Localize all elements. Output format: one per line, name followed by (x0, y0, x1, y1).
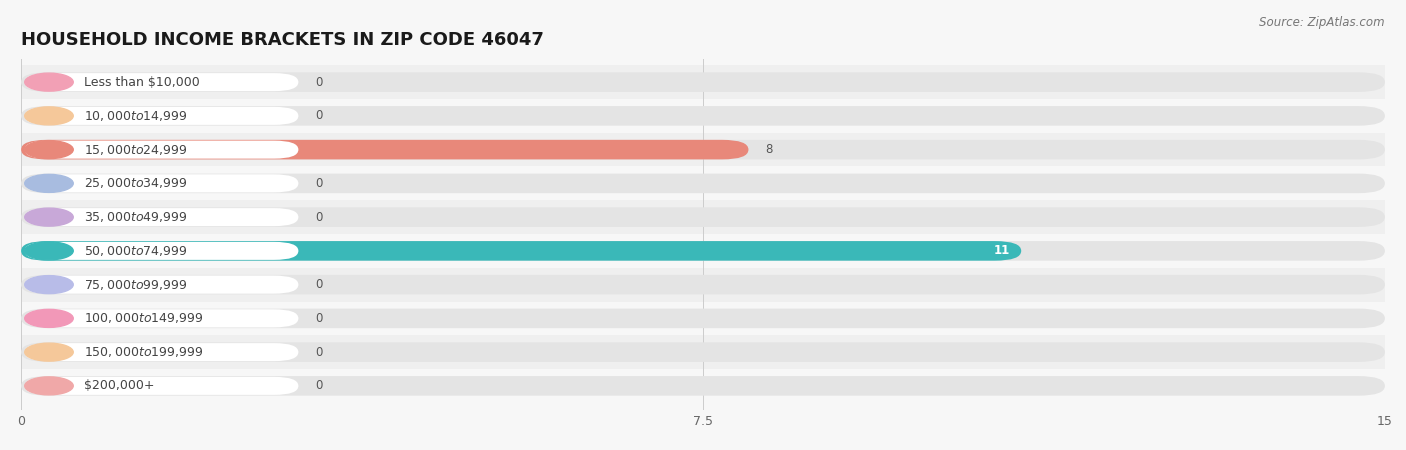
Circle shape (25, 208, 73, 226)
Text: $50,000 to $74,999: $50,000 to $74,999 (84, 244, 187, 258)
Text: 0: 0 (315, 379, 322, 392)
FancyBboxPatch shape (21, 166, 1385, 200)
FancyBboxPatch shape (25, 208, 298, 226)
Text: $25,000 to $34,999: $25,000 to $34,999 (84, 176, 187, 190)
Text: $200,000+: $200,000+ (84, 379, 155, 392)
FancyBboxPatch shape (21, 140, 748, 159)
Circle shape (25, 275, 73, 294)
Circle shape (25, 309, 73, 328)
Text: $15,000 to $24,999: $15,000 to $24,999 (84, 143, 187, 157)
FancyBboxPatch shape (25, 377, 298, 395)
Text: 11: 11 (994, 244, 1011, 257)
Text: $150,000 to $199,999: $150,000 to $199,999 (84, 345, 204, 359)
FancyBboxPatch shape (21, 268, 1385, 302)
FancyBboxPatch shape (21, 335, 1385, 369)
FancyBboxPatch shape (25, 309, 298, 328)
FancyBboxPatch shape (25, 343, 298, 361)
FancyBboxPatch shape (21, 241, 1385, 261)
Text: Less than $10,000: Less than $10,000 (84, 76, 200, 89)
FancyBboxPatch shape (21, 241, 1021, 261)
FancyBboxPatch shape (21, 302, 1385, 335)
FancyBboxPatch shape (25, 107, 298, 125)
FancyBboxPatch shape (21, 275, 1385, 294)
Circle shape (25, 107, 73, 125)
FancyBboxPatch shape (21, 174, 1385, 193)
FancyBboxPatch shape (21, 369, 1385, 403)
Text: $100,000 to $149,999: $100,000 to $149,999 (84, 311, 204, 325)
FancyBboxPatch shape (21, 207, 1385, 227)
FancyBboxPatch shape (25, 140, 298, 159)
FancyBboxPatch shape (21, 140, 1385, 159)
Text: 0: 0 (315, 278, 322, 291)
FancyBboxPatch shape (21, 342, 1385, 362)
FancyBboxPatch shape (21, 65, 1385, 99)
Text: $35,000 to $49,999: $35,000 to $49,999 (84, 210, 187, 224)
FancyBboxPatch shape (21, 133, 1385, 166)
FancyBboxPatch shape (25, 242, 298, 260)
Text: 0: 0 (315, 346, 322, 359)
Text: 0: 0 (315, 211, 322, 224)
FancyBboxPatch shape (21, 200, 1385, 234)
FancyBboxPatch shape (21, 376, 1385, 396)
Text: $75,000 to $99,999: $75,000 to $99,999 (84, 278, 187, 292)
Text: 0: 0 (315, 109, 322, 122)
Text: 0: 0 (315, 177, 322, 190)
FancyBboxPatch shape (21, 99, 1385, 133)
FancyBboxPatch shape (21, 309, 1385, 328)
Circle shape (25, 174, 73, 193)
Circle shape (25, 242, 73, 260)
Text: 8: 8 (765, 143, 772, 156)
FancyBboxPatch shape (21, 106, 1385, 126)
Text: $10,000 to $14,999: $10,000 to $14,999 (84, 109, 187, 123)
Circle shape (25, 140, 73, 159)
FancyBboxPatch shape (21, 72, 1385, 92)
Text: Source: ZipAtlas.com: Source: ZipAtlas.com (1260, 16, 1385, 29)
Circle shape (25, 377, 73, 395)
FancyBboxPatch shape (25, 275, 298, 294)
Circle shape (25, 73, 73, 91)
Text: 0: 0 (315, 312, 322, 325)
Circle shape (25, 343, 73, 361)
FancyBboxPatch shape (25, 174, 298, 193)
FancyBboxPatch shape (21, 234, 1385, 268)
Text: HOUSEHOLD INCOME BRACKETS IN ZIP CODE 46047: HOUSEHOLD INCOME BRACKETS IN ZIP CODE 46… (21, 31, 544, 49)
FancyBboxPatch shape (25, 73, 298, 91)
Text: 0: 0 (315, 76, 322, 89)
